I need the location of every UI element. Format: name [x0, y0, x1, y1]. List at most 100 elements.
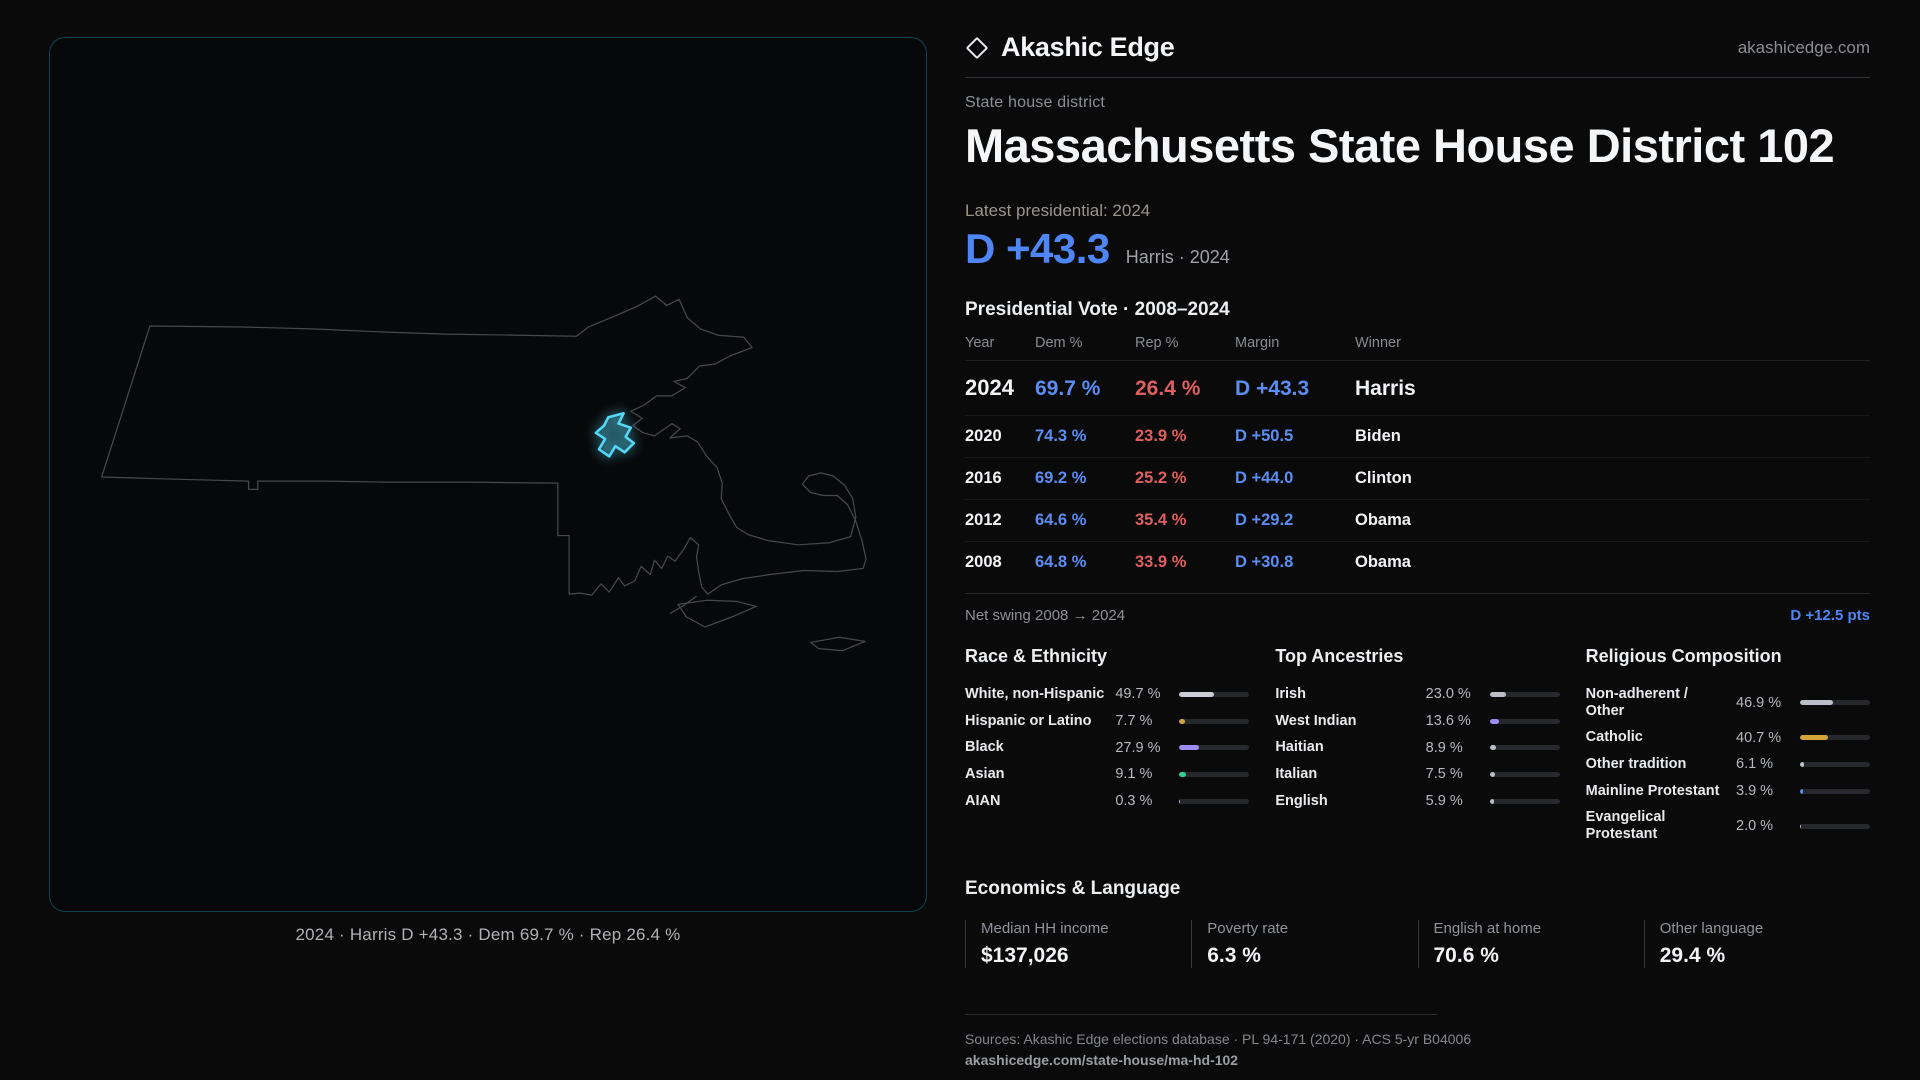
demo-bar-track: [1179, 745, 1250, 751]
cell-rep: 25.2 %: [1135, 469, 1187, 487]
vote-row-2020: 2020 74.3 % 23.9 % D +50.5 Biden: [965, 416, 1870, 458]
demo-label: English: [1275, 792, 1328, 809]
stat-poverty-rate: Poverty rate 6.3 %: [1191, 919, 1417, 968]
demo-bar-fill: [1800, 735, 1829, 741]
cell-winner: Obama: [1355, 553, 1411, 571]
demo-bar-fill: [1489, 718, 1500, 724]
marthas-vineyard-outline: [677, 599, 757, 628]
demo-label: Other tradition: [1585, 756, 1687, 773]
cell-dem: 74.3 %: [1035, 427, 1087, 445]
demo-item: Asian 9.1 %: [965, 761, 1250, 788]
stat-label: Other language: [1659, 919, 1764, 937]
demo-bar-track: [1179, 691, 1250, 697]
demo-label: Haitian: [1275, 739, 1324, 756]
cell-dem: 64.6 %: [1035, 511, 1087, 529]
nantucket-outline: [809, 636, 866, 652]
cell-dem: 64.8 %: [1035, 553, 1087, 571]
stat-value: 6.3 %: [1207, 943, 1261, 967]
demo-value: 7.7 %: [1115, 713, 1153, 729]
kicker-label: State house district: [965, 94, 1106, 111]
demo-bar-track: [1800, 823, 1870, 829]
demo-value: 5.9 %: [1425, 793, 1463, 810]
vote-row-2012: 2012 64.6 % 35.4 % D +29.2 Obama: [965, 500, 1870, 542]
demo-bar-track: [1489, 771, 1560, 777]
demo-item: Irish 23.0 %: [1275, 681, 1560, 708]
stat-value: 70.6 %: [1433, 943, 1499, 967]
demo-item: Other tradition 6.1 %: [1586, 751, 1870, 778]
massachusetts-map: [101, 295, 867, 652]
stat-value: 29.4 %: [1659, 943, 1726, 967]
demo-item: Hispanic or Latino 7.7 %: [965, 708, 1250, 735]
demo-label: Italian: [1275, 766, 1318, 783]
demo-label: Hispanic or Latino: [965, 712, 1092, 729]
cell-winner: Biden: [1355, 427, 1401, 445]
religious-composition-section: Religious Composition Non-adherent / Oth…: [1586, 646, 1870, 848]
demo-bar-track: [1800, 788, 1870, 794]
cell-winner: Obama: [1355, 511, 1411, 529]
cell-year: 2016: [965, 469, 1002, 487]
stat-english-at-home: English at home 70.6 %: [1417, 919, 1644, 968]
cell-dem: 69.2 %: [1035, 469, 1087, 487]
demo-bar-track: [1489, 691, 1560, 697]
demo-bar-fill: [1179, 718, 1185, 724]
vote-table-header: Year Dem % Rep % Margin Winner: [965, 335, 1870, 361]
demo-value: 8.9 %: [1425, 739, 1463, 756]
demo-bar-fill: [1179, 745, 1199, 751]
section-title: Top Ancestries: [1275, 646, 1404, 666]
demo-bar-track: [1800, 735, 1870, 741]
economics-title: Economics & Language: [965, 877, 1181, 899]
demo-value: 2.0 %: [1736, 818, 1774, 835]
demo-item: White, non-Hispanic 49.7 %: [965, 681, 1250, 708]
stats-column: Akashic Edge akashicedge.com State house…: [965, 0, 1870, 1068]
demo-label: Mainline Protestant: [1585, 782, 1720, 799]
col-dem: Dem %: [1035, 335, 1083, 351]
demo-value: 6.1 %: [1736, 756, 1774, 773]
cell-margin: D +50.5: [1235, 427, 1294, 445]
demo-value: 46.9 %: [1736, 694, 1782, 711]
cell-year: 2008: [965, 553, 1002, 571]
demo-label: Irish: [1275, 686, 1306, 702]
net-swing-row: Net swing 2008 → 2024 D +12.5 pts: [965, 593, 1870, 624]
demo-item: Haitian 8.9 %: [1275, 734, 1560, 761]
col-rep: Rep %: [1135, 335, 1179, 351]
page-title: Massachusetts State House District 102: [965, 119, 1835, 172]
cell-rep: 23.9 %: [1135, 427, 1187, 445]
demo-value: 49.7 %: [1115, 686, 1161, 703]
demo-bar-fill: [1179, 691, 1215, 697]
net-swing-value: D +12.5 pts: [1790, 607, 1870, 624]
demo-item: AIAN 0.3 %: [965, 788, 1250, 815]
latest-presidential-label: Latest presidential: 2024: [965, 201, 1151, 220]
cell-winner: Clinton: [1355, 469, 1412, 487]
latest-margin-detail: Harris · 2024: [1125, 247, 1230, 267]
header-divider: [965, 77, 1870, 78]
vote-row-2024: 2024 69.7 % 26.4 % D +43.3 Harris: [965, 361, 1870, 416]
stat-label: Poverty rate: [1207, 919, 1289, 937]
demo-label: Evangelical Protestant: [1585, 809, 1666, 843]
vote-table-title: Presidential Vote · 2008–2024: [965, 299, 1230, 320]
cell-margin: D +30.8: [1235, 553, 1294, 571]
top-ancestries-section: Top Ancestries Irish 23.0 % West Indian …: [1275, 646, 1560, 848]
net-swing-label: Net swing 2008 → 2024: [965, 607, 1126, 624]
col-winner: Winner: [1355, 335, 1401, 351]
stat-label: Median HH income: [981, 919, 1109, 937]
demo-item: Mainline Protestant 3.9 %: [1586, 778, 1870, 805]
cell-margin: D +44.0: [1235, 469, 1294, 487]
demo-bar-track: [1179, 798, 1250, 804]
vote-row-2008: 2008 64.8 % 33.9 % D +30.8 Obama: [965, 542, 1870, 583]
permalink[interactable]: akashicedge.com/state-house/ma-hd-102: [965, 1051, 1239, 1068]
demo-value: 40.7 %: [1736, 729, 1782, 746]
district-102-shape[interactable]: [594, 412, 636, 458]
demo-value: 3.9 %: [1736, 783, 1774, 800]
demo-item: Catholic 40.7 %: [1586, 724, 1870, 751]
demo-bar-track: [1489, 718, 1560, 724]
cell-dem: 69.7 %: [1035, 377, 1101, 400]
brand-site-link[interactable]: akashicedge.com: [1737, 37, 1870, 57]
demo-item: Non-adherent / Other 46.9 %: [1586, 681, 1870, 724]
elizabeth-islands-outline: [669, 595, 697, 615]
demo-label: Black: [965, 739, 1004, 756]
latest-margin-value: D +43.3: [965, 225, 1110, 272]
demo-label: Asian: [965, 766, 1005, 783]
demo-bar-fill: [1179, 771, 1186, 777]
brand-name: Akashic Edge: [1001, 32, 1175, 62]
demo-bar-fill: [1489, 691, 1506, 697]
